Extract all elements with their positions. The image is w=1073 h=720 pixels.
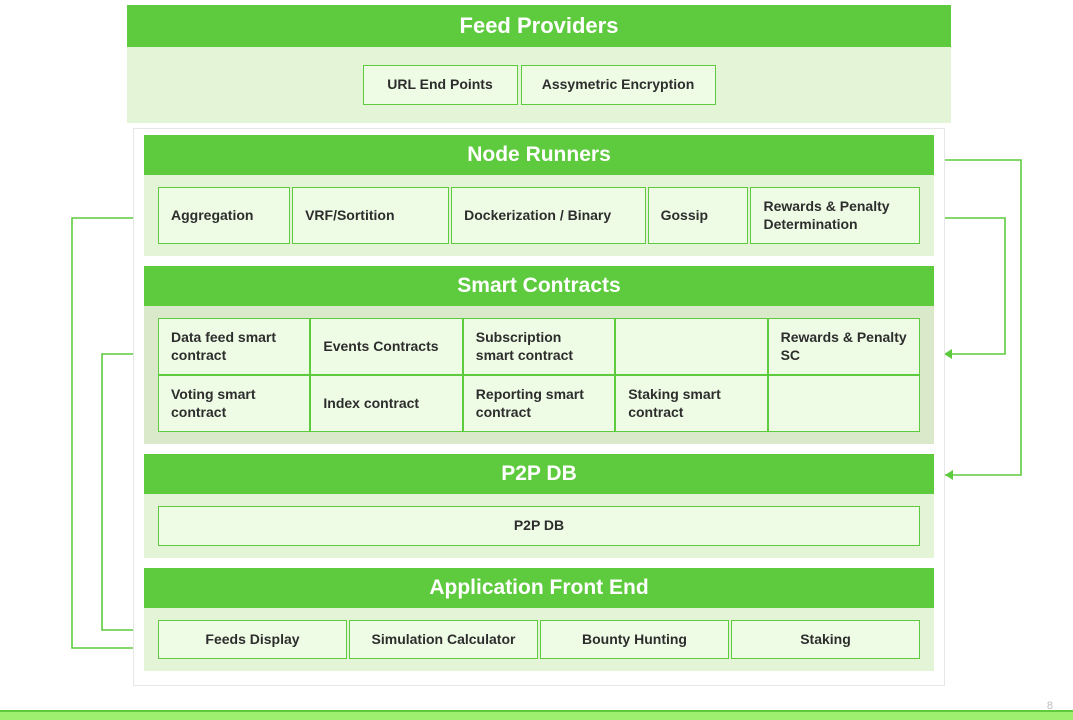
- cell-aggregation: Aggregation: [158, 187, 290, 244]
- p2p-db-section: P2P DB P2P DB: [144, 454, 934, 558]
- smart-contracts-title: Smart Contracts: [457, 274, 620, 298]
- node-runners-section: Node Runners Aggregation VRF/Sortition D…: [144, 135, 934, 256]
- sc-cell-r0-c1: Events Contracts: [310, 318, 462, 375]
- smart-contracts-body: Data feed smart contractEvents Contracts…: [144, 306, 934, 444]
- feed-providers-title: Feed Providers: [460, 13, 619, 39]
- sc-cell-r1-c4: [768, 375, 920, 432]
- cell-simulation-calculator: Simulation Calculator: [349, 620, 538, 660]
- cell-dockerization-binary: Dockerization / Binary: [451, 187, 645, 244]
- cell-staking: Staking: [731, 620, 920, 660]
- cell-feeds-display: Feeds Display: [158, 620, 347, 660]
- inner-sections-wrap: Node Runners Aggregation VRF/Sortition D…: [133, 128, 945, 686]
- node-runners-header: Node Runners: [144, 135, 934, 175]
- sc-cell-r1-c0: Voting smart contract: [158, 375, 310, 432]
- p2p-db-title: P2P DB: [501, 462, 576, 486]
- p2p-db-header: P2P DB: [144, 454, 934, 494]
- smart-contracts-header: Smart Contracts: [144, 266, 934, 306]
- page-number: 8: [1047, 700, 1053, 712]
- cell-assymetric-encryption: Assymetric Encryption: [521, 65, 716, 105]
- node-runners-body: Aggregation VRF/Sortition Dockerization …: [144, 175, 934, 256]
- sc-cell-r1-c2: Reporting smart contract: [463, 375, 615, 432]
- app-front-end-header: Application Front End: [144, 568, 934, 608]
- sc-cell-r1-c3: Staking smart contract: [615, 375, 767, 432]
- bottom-band: [0, 710, 1073, 720]
- cell-bounty-hunting: Bounty Hunting: [540, 620, 729, 660]
- app-front-end-body: Feeds Display Simulation Calculator Boun…: [144, 608, 934, 672]
- sc-cell-r0-c0: Data feed smart contract: [158, 318, 310, 375]
- feed-providers-section: Feed Providers URL End Points Assymetric…: [127, 5, 951, 123]
- cell-rewards-penalty-determination: Rewards & Penalty Determination: [750, 187, 920, 244]
- sc-cell-r1-c1: Index contract: [310, 375, 462, 432]
- sc-cell-r0-c4: Rewards & Penalty SC: [768, 318, 920, 375]
- sc-cell-r0-c3: [615, 318, 767, 375]
- sc-cell-r0-c2: Subscription smart contract: [463, 318, 615, 375]
- p2p-db-body: P2P DB: [144, 494, 934, 558]
- smart-contracts-section: Smart Contracts Data feed smart contract…: [144, 266, 934, 444]
- node-runners-title: Node Runners: [467, 143, 611, 167]
- cell-gossip: Gossip: [648, 187, 749, 244]
- feed-providers-header: Feed Providers: [127, 5, 951, 47]
- app-front-end-section: Application Front End Feeds Display Simu…: [144, 568, 934, 672]
- cell-p2p-db: P2P DB: [158, 506, 920, 546]
- app-front-end-title: Application Front End: [429, 576, 648, 600]
- cell-url-end-points: URL End Points: [363, 65, 518, 105]
- feed-providers-body: URL End Points Assymetric Encryption: [127, 47, 951, 123]
- smart-contracts-grid: Data feed smart contractEvents Contracts…: [158, 318, 920, 432]
- cell-vrf-sortition: VRF/Sortition: [292, 187, 449, 244]
